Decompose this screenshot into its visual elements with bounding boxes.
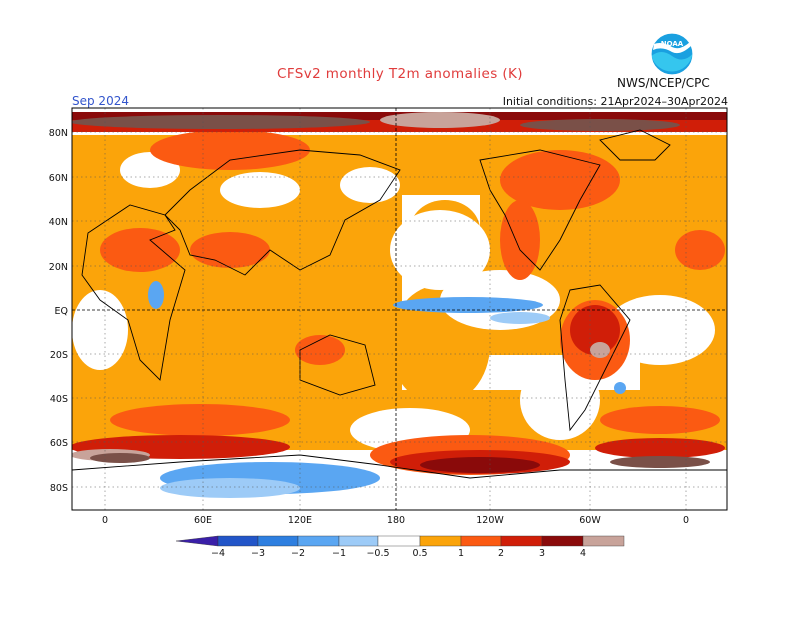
colorbar-label: −4 — [211, 548, 225, 559]
colorbar-segment — [257, 535, 299, 547]
lat-label: 20S — [50, 350, 68, 361]
colorbar-segment — [419, 535, 462, 547]
colorbar-segment — [500, 535, 543, 547]
agency-label: NWS/NCEP/CPC — [617, 76, 710, 90]
lat-label: 80N — [49, 128, 68, 139]
colorbar-segment — [582, 535, 625, 547]
colorbar-segment — [297, 535, 340, 547]
lat-label: 60S — [50, 438, 68, 449]
lat-label: 40N — [49, 217, 68, 228]
colorbar-label: −3 — [251, 548, 265, 559]
colorbar-label: −1 — [332, 548, 346, 559]
lat-label: 60N — [49, 173, 68, 184]
colorbar-segment — [175, 535, 219, 547]
colorbar-label: 0.5 — [412, 548, 427, 559]
colorbar-label: 1 — [458, 548, 464, 559]
lat-label: EQ — [55, 306, 68, 317]
map-title: CFSv2 monthly T2m anomalies (K) — [277, 66, 523, 82]
svg-text:NOAA: NOAA — [661, 40, 684, 48]
colorbar-label: −0.5 — [366, 548, 389, 559]
grid — [72, 108, 727, 510]
noaa-logo-icon: NOAA — [650, 32, 694, 76]
colorbar-segment — [541, 535, 584, 547]
coastlines — [72, 129, 727, 479]
colorbar-label: 4 — [580, 548, 586, 559]
lon-label: 0 — [683, 515, 689, 526]
colorbar-segment — [460, 535, 502, 547]
colorbar — [175, 535, 625, 547]
lon-label: 60W — [579, 515, 601, 526]
colorbar-segment — [338, 535, 379, 547]
colorbar-label: 2 — [498, 548, 504, 559]
lat-label: 40S — [50, 394, 68, 405]
colorbar-segment — [217, 535, 259, 547]
lon-label: 60E — [194, 515, 212, 526]
forecast-month: Sep 2024 — [72, 94, 129, 108]
colorbar-label: −2 — [291, 548, 305, 559]
lon-label: 120E — [288, 515, 312, 526]
initial-conditions: Initial conditions: 21Apr2024–30Apr2024 — [502, 95, 728, 108]
colorbar-segment — [377, 535, 421, 547]
colorbar-label: 3 — [539, 548, 545, 559]
anomaly-field — [72, 108, 727, 510]
lat-label: 80S — [50, 483, 68, 494]
map-frame — [71, 107, 728, 511]
lon-label: 180 — [387, 515, 405, 526]
lon-label: 0 — [102, 515, 108, 526]
lat-label: 20N — [49, 262, 68, 273]
lon-label: 120W — [476, 515, 504, 526]
